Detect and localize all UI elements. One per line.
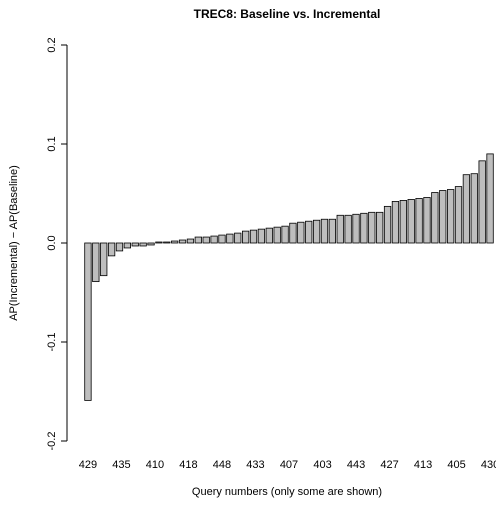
chart-title: TREC8: Baseline vs. Incremental — [194, 7, 381, 21]
bar — [431, 192, 439, 244]
bar — [312, 219, 321, 244]
bar — [454, 186, 463, 244]
bar — [226, 233, 234, 244]
bar — [447, 189, 455, 244]
x-tick-labels: 429 435 410 418 448 433 407 403 443 427 413 405 430 — [79, 459, 496, 471]
bar — [383, 205, 392, 244]
bar — [234, 232, 242, 244]
bar — [115, 242, 124, 252]
bar — [186, 238, 195, 244]
x-tick-label: 435 — [112, 459, 130, 471]
x-tick-label: 433 — [246, 459, 264, 471]
bar — [242, 230, 250, 244]
bar — [265, 227, 273, 244]
bar — [415, 198, 423, 244]
bar — [360, 212, 368, 244]
bar — [107, 242, 116, 257]
bar — [399, 200, 407, 244]
y-axis: -0.2 -0.1 0.0 0.1 0.2 — [46, 37, 68, 451]
bar — [320, 218, 329, 244]
bar — [163, 241, 171, 244]
x-tick-label: 407 — [280, 459, 298, 471]
bar — [123, 242, 131, 249]
bar — [391, 201, 400, 244]
bar — [336, 214, 344, 244]
x-tick-label: 443 — [347, 459, 365, 471]
bar — [470, 173, 478, 244]
y-axis-label: AP(Incremental) − AP(Baseline) — [8, 165, 20, 321]
bar — [257, 228, 266, 244]
bar — [423, 197, 431, 244]
bar — [352, 213, 360, 244]
bar — [178, 239, 187, 244]
x-tick-label: 430 — [481, 459, 496, 471]
bar — [84, 242, 92, 401]
y-tick-label: 0.0 — [46, 235, 58, 250]
bar — [305, 220, 313, 244]
bar — [376, 211, 384, 244]
x-tick-label: 427 — [380, 459, 398, 471]
bar — [218, 234, 226, 244]
bar — [92, 242, 100, 283]
y-tick-label: -0.2 — [46, 432, 58, 451]
bar — [462, 174, 471, 244]
bar — [155, 241, 163, 244]
bar — [194, 236, 202, 244]
x-tick-label: 448 — [213, 459, 231, 471]
bar — [478, 160, 486, 244]
bar — [439, 190, 447, 244]
bar — [368, 211, 376, 244]
bar — [486, 153, 494, 244]
bar — [171, 240, 179, 244]
x-tick-label: 410 — [146, 459, 164, 471]
x-tick-label: 413 — [414, 459, 432, 471]
bar — [328, 218, 336, 244]
bar — [407, 199, 415, 244]
x-tick-label: 403 — [313, 459, 331, 471]
bar — [273, 226, 281, 244]
bar — [249, 229, 258, 244]
bar — [289, 222, 297, 244]
y-tick-label: -0.1 — [46, 333, 58, 352]
bar — [202, 236, 210, 244]
bar — [210, 235, 218, 244]
x-tick-label: 429 — [79, 459, 97, 471]
bar — [344, 214, 352, 244]
x-tick-label: 418 — [179, 459, 197, 471]
x-axis-label: Query numbers (only some are shown) — [192, 486, 382, 498]
bar — [147, 242, 155, 246]
bar — [139, 242, 147, 247]
x-tick-label: 405 — [447, 459, 465, 471]
y-tick-label: 0.2 — [46, 37, 58, 52]
bar — [131, 242, 139, 247]
bar — [281, 225, 289, 244]
bar — [100, 242, 108, 277]
bar — [297, 221, 305, 244]
bars — [84, 153, 494, 401]
y-tick-label: 0.1 — [46, 136, 58, 151]
